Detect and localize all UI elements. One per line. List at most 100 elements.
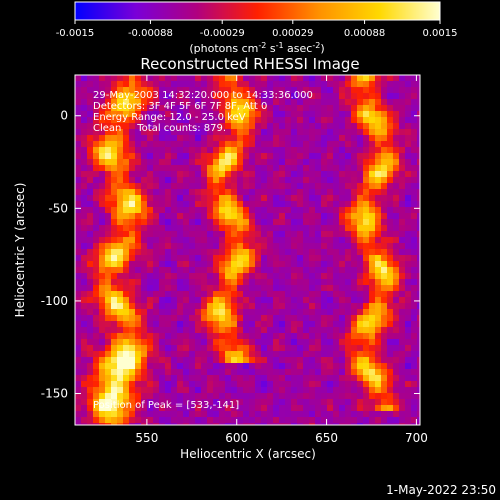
heatmap-pixel	[159, 291, 165, 297]
heatmap-pixel	[183, 213, 189, 219]
heatmap-pixel	[93, 153, 99, 159]
heatmap-pixel	[333, 111, 339, 117]
heatmap-pixel	[351, 75, 357, 81]
heatmap-pixel	[123, 75, 129, 81]
heatmap-pixel	[117, 375, 123, 381]
heatmap-pixel	[291, 303, 297, 309]
heatmap-pixel	[243, 87, 249, 93]
heatmap-pixel	[165, 243, 171, 249]
heatmap-pixel	[75, 231, 81, 237]
heatmap-pixel	[219, 303, 225, 309]
heatmap-pixel	[123, 423, 129, 425]
heatmap-pixel	[117, 75, 123, 81]
heatmap-pixel	[213, 399, 219, 405]
heatmap-pixel	[333, 141, 339, 147]
heatmap-pixel	[351, 327, 357, 333]
heatmap-pixel	[351, 87, 357, 93]
heatmap-pixel	[105, 273, 111, 279]
heatmap-pixel	[195, 321, 201, 327]
heatmap-pixel	[375, 351, 381, 357]
heatmap-pixel	[369, 141, 375, 147]
heatmap-pixel	[189, 375, 195, 381]
heatmap-pixel	[231, 81, 237, 87]
heatmap-pixel	[153, 129, 159, 135]
heatmap-pixel	[417, 201, 420, 207]
heatmap-pixel	[93, 423, 99, 425]
heatmap-pixel	[195, 177, 201, 183]
heatmap-pixel	[333, 297, 339, 303]
heatmap-pixel	[81, 393, 87, 399]
heatmap-pixel	[159, 201, 165, 207]
heatmap-pixel	[375, 111, 381, 117]
heatmap-pixel	[405, 93, 411, 99]
heatmap-pixel	[219, 117, 225, 123]
heatmap-pixel	[303, 243, 309, 249]
heatmap-pixel	[213, 87, 219, 93]
heatmap-pixel	[75, 141, 81, 147]
heatmap-pixel	[219, 183, 225, 189]
heatmap-pixel	[333, 87, 339, 93]
heatmap-pixel	[381, 375, 387, 381]
heatmap-pixel	[105, 315, 111, 321]
heatmap-pixel	[105, 249, 111, 255]
heatmap-pixel	[237, 201, 243, 207]
heatmap-pixel	[399, 291, 405, 297]
heatmap-pixel	[177, 351, 183, 357]
heatmap-pixel	[267, 375, 273, 381]
heatmap-pixel	[123, 141, 129, 147]
heatmap-pixel	[261, 339, 267, 345]
heatmap-pixel	[243, 219, 249, 225]
heatmap-pixel	[123, 411, 129, 417]
heatmap-pixel	[333, 393, 339, 399]
heatmap-pixel	[207, 123, 213, 129]
heatmap-pixel	[171, 363, 177, 369]
heatmap-pixel	[225, 135, 231, 141]
heatmap-pixel	[153, 321, 159, 327]
heatmap-pixel	[363, 417, 369, 423]
heatmap-pixel	[135, 87, 141, 93]
heatmap-pixel	[363, 423, 369, 425]
heatmap-pixel	[315, 285, 321, 291]
heatmap-pixel	[81, 171, 87, 177]
heatmap-pixel	[165, 393, 171, 399]
heatmap-pixel	[177, 345, 183, 351]
heatmap-pixel	[135, 147, 141, 153]
heatmap-pixel	[183, 153, 189, 159]
heatmap-pixel	[297, 93, 303, 99]
heatmap-pixel	[297, 165, 303, 171]
heatmap-pixel	[363, 387, 369, 393]
heatmap-pixel	[237, 261, 243, 267]
heatmap-pixel	[165, 105, 171, 111]
heatmap-pixel	[87, 417, 93, 423]
heatmap-pixel	[267, 393, 273, 399]
heatmap-pixel	[237, 297, 243, 303]
heatmap-pixel	[117, 117, 123, 123]
heatmap-pixel	[369, 297, 375, 303]
heatmap-pixel	[237, 285, 243, 291]
heatmap-pixel	[351, 231, 357, 237]
heatmap-pixel	[219, 75, 225, 81]
heatmap-pixel	[123, 399, 129, 405]
heatmap-pixel	[285, 357, 291, 363]
heatmap-pixel	[141, 327, 147, 333]
heatmap-pixel	[339, 129, 345, 135]
heatmap-pixel	[339, 81, 345, 87]
heatmap-pixel	[363, 249, 369, 255]
heatmap-pixel	[153, 279, 159, 285]
heatmap-pixel	[249, 261, 255, 267]
heatmap-pixel	[255, 141, 261, 147]
heatmap-pixel	[291, 177, 297, 183]
heatmap-pixel	[267, 255, 273, 261]
heatmap-pixel	[261, 357, 267, 363]
heatmap-pixel	[297, 201, 303, 207]
heatmap-pixel	[381, 207, 387, 213]
heatmap-pixel	[369, 303, 375, 309]
heatmap-pixel	[81, 375, 87, 381]
heatmap-pixel	[105, 357, 111, 363]
heatmap-pixel	[405, 273, 411, 279]
heatmap-pixel	[327, 219, 333, 225]
heatmap-pixel	[171, 393, 177, 399]
heatmap-pixel	[339, 261, 345, 267]
heatmap-pixel	[207, 291, 213, 297]
heatmap-pixel	[315, 147, 321, 153]
